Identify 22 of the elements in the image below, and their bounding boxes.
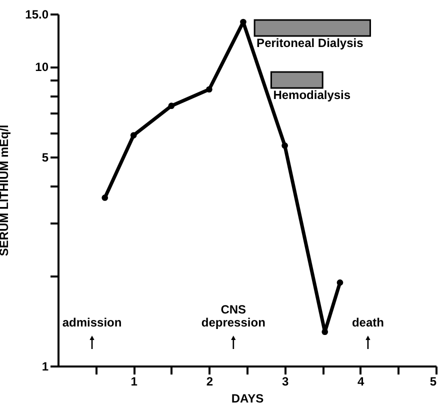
point: [282, 142, 288, 149]
x-tick-label: 5: [430, 374, 437, 388]
point: [322, 328, 328, 336]
x-tick-label: 4: [358, 374, 365, 388]
x-tick-label: 2: [206, 374, 214, 388]
y-tick-label: 10: [35, 60, 49, 74]
y-tick-label: 5: [42, 150, 49, 164]
annotation: death: [352, 315, 384, 330]
point: [206, 86, 212, 93]
y-tick-label: 1: [42, 360, 49, 374]
point: [168, 102, 175, 109]
y-tick-label: 15.0: [25, 8, 49, 22]
point: [336, 279, 344, 286]
point: [102, 194, 108, 201]
x-tick-label: 3: [282, 374, 289, 388]
band-label: Peritoneal Dialysis: [256, 36, 364, 50]
x-axis-title: DAYS: [231, 392, 264, 406]
point: [130, 132, 137, 138]
annotation: CNS depression: [201, 302, 266, 330]
band-label: Hemodialysis: [273, 88, 351, 102]
x-tick-label: 1: [130, 374, 138, 388]
annotation: admission: [62, 315, 122, 330]
